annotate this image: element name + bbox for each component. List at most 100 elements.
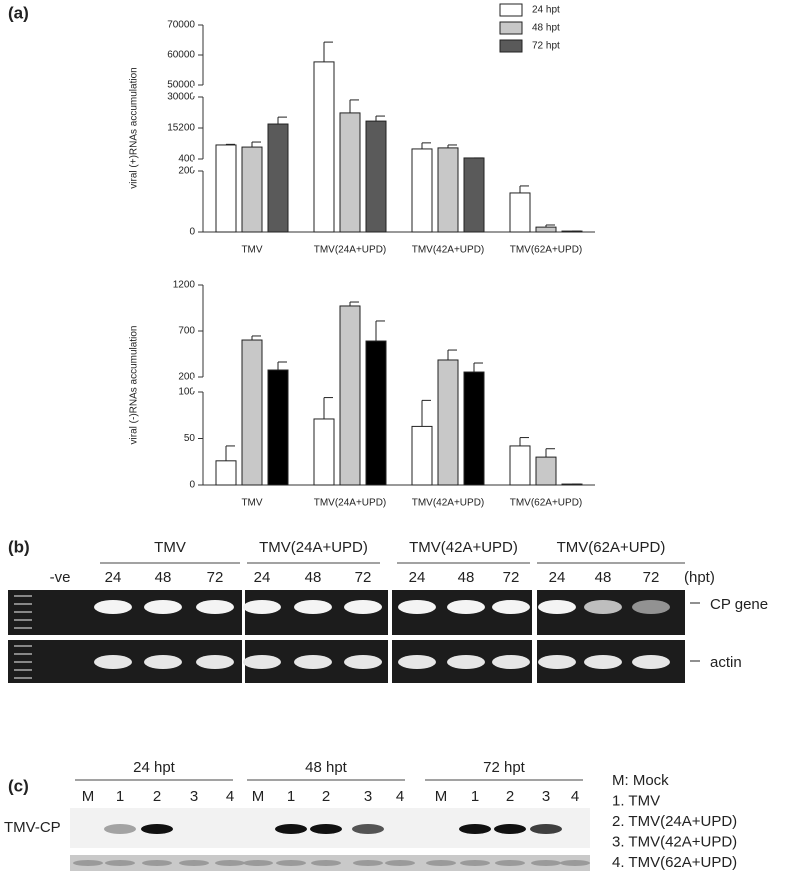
bar: [463, 157, 485, 233]
blot-band: [104, 824, 136, 834]
y-tick-label: 1200: [173, 280, 196, 291]
gel-band: [398, 600, 436, 614]
ladder-band: [14, 669, 32, 671]
gel-lane-label: 48: [595, 569, 612, 586]
gel-lane-label: 72: [643, 569, 660, 586]
x-tick-label: TMV: [241, 498, 262, 509]
loading-band: [215, 860, 245, 866]
loading-band: [531, 860, 561, 866]
key-item: 4. TMV(62A+UPD): [612, 854, 737, 871]
bar: [313, 61, 335, 233]
bar: [267, 123, 289, 233]
gel-band: [538, 600, 576, 614]
gel-band: [144, 655, 182, 669]
bar: [339, 305, 361, 486]
gel-band: [94, 655, 132, 669]
bar: [241, 339, 263, 486]
gel-band: [344, 655, 382, 669]
legend-swatch: [499, 39, 523, 53]
gel-group-label: TMV(62A+UPD): [557, 539, 666, 556]
bar: [535, 456, 557, 486]
bar: [365, 120, 387, 233]
ladder-band: [14, 645, 32, 647]
gel-band: [294, 655, 332, 669]
blot-lane-label: M: [435, 788, 448, 805]
loading-band: [495, 860, 525, 866]
x-tick-label: TMV(42A+UPD): [412, 245, 485, 256]
gel-lane-label: 48: [458, 569, 475, 586]
blot-lane-label: 2: [153, 788, 161, 805]
bar: [437, 147, 459, 233]
loading-band: [276, 860, 306, 866]
blot-lane-label: 4: [571, 788, 579, 805]
blot-band: [494, 824, 526, 834]
key-item: M: Mock: [612, 772, 669, 789]
y-tick-label: 50: [184, 433, 196, 444]
y-tick-label: 70000: [167, 20, 195, 31]
blot-band: [275, 824, 307, 834]
unit-label: (hpt): [684, 569, 715, 586]
bar: [365, 340, 387, 486]
ladder-band: [14, 627, 32, 629]
bar: [411, 425, 433, 486]
gel-group-label: TMV(24A+UPD): [259, 539, 368, 556]
ladder-band: [14, 603, 32, 605]
bar: [463, 371, 485, 486]
ladder-band: [14, 661, 32, 663]
gel-band: [243, 655, 281, 669]
blot-band: [141, 824, 173, 834]
loading-band: [460, 860, 490, 866]
y-tick-label: 400: [178, 154, 195, 165]
row-label: CP gene: [710, 596, 768, 613]
gel-band: [632, 655, 670, 669]
gel-band: [584, 655, 622, 669]
gel-lane-label: 72: [503, 569, 520, 586]
blot-lane-label: 3: [190, 788, 198, 805]
y-tick-label: 0: [189, 480, 195, 491]
gel-lane-label: 72: [207, 569, 224, 586]
blot-lane-label: M: [252, 788, 265, 805]
bar: [215, 144, 237, 233]
y-axis-label: viral (+)RNAs accumulation: [129, 67, 140, 188]
bar: [535, 226, 557, 233]
blot-band: [530, 824, 562, 834]
y-tick-label: 60000: [167, 50, 195, 61]
gel-lane-label: 48: [305, 569, 322, 586]
blot-lane-label: 2: [322, 788, 330, 805]
ladder-band: [14, 595, 32, 597]
gel-band: [144, 600, 182, 614]
legend-swatch: [499, 3, 523, 17]
loading-band: [311, 860, 341, 866]
gel-band: [492, 655, 530, 669]
gel-band: [447, 655, 485, 669]
axis-break: [193, 378, 199, 391]
gel-band: [447, 600, 485, 614]
ladder-band: [14, 677, 32, 679]
blot-lane-label: M: [82, 788, 95, 805]
bar: [215, 460, 237, 486]
ladder-band: [14, 653, 32, 655]
legend-label: 48 hpt: [532, 23, 560, 34]
gel-band: [344, 600, 382, 614]
blot-group-label: 48 hpt: [305, 759, 348, 776]
row-label: TMV-CP: [4, 819, 61, 836]
axis-break: [193, 86, 199, 96]
gel-band: [294, 600, 332, 614]
loading-band: [179, 860, 209, 866]
blot-lane-label: 4: [226, 788, 234, 805]
blot-band: [459, 824, 491, 834]
gel-band: [492, 600, 530, 614]
blot-lane-label: 1: [287, 788, 295, 805]
loading-band: [560, 860, 590, 866]
blot-group-label: 24 hpt: [133, 759, 176, 776]
panel-label: (a): [8, 3, 29, 22]
bar: [241, 146, 263, 233]
blot-lane-label: 2: [506, 788, 514, 805]
gel-panel: [8, 590, 242, 635]
y-tick-label: 100: [178, 387, 195, 398]
loading-band: [105, 860, 135, 866]
loading-band: [353, 860, 383, 866]
key-item: 2. TMV(24A+UPD): [612, 813, 737, 830]
y-tick-label: 15200: [167, 123, 195, 134]
